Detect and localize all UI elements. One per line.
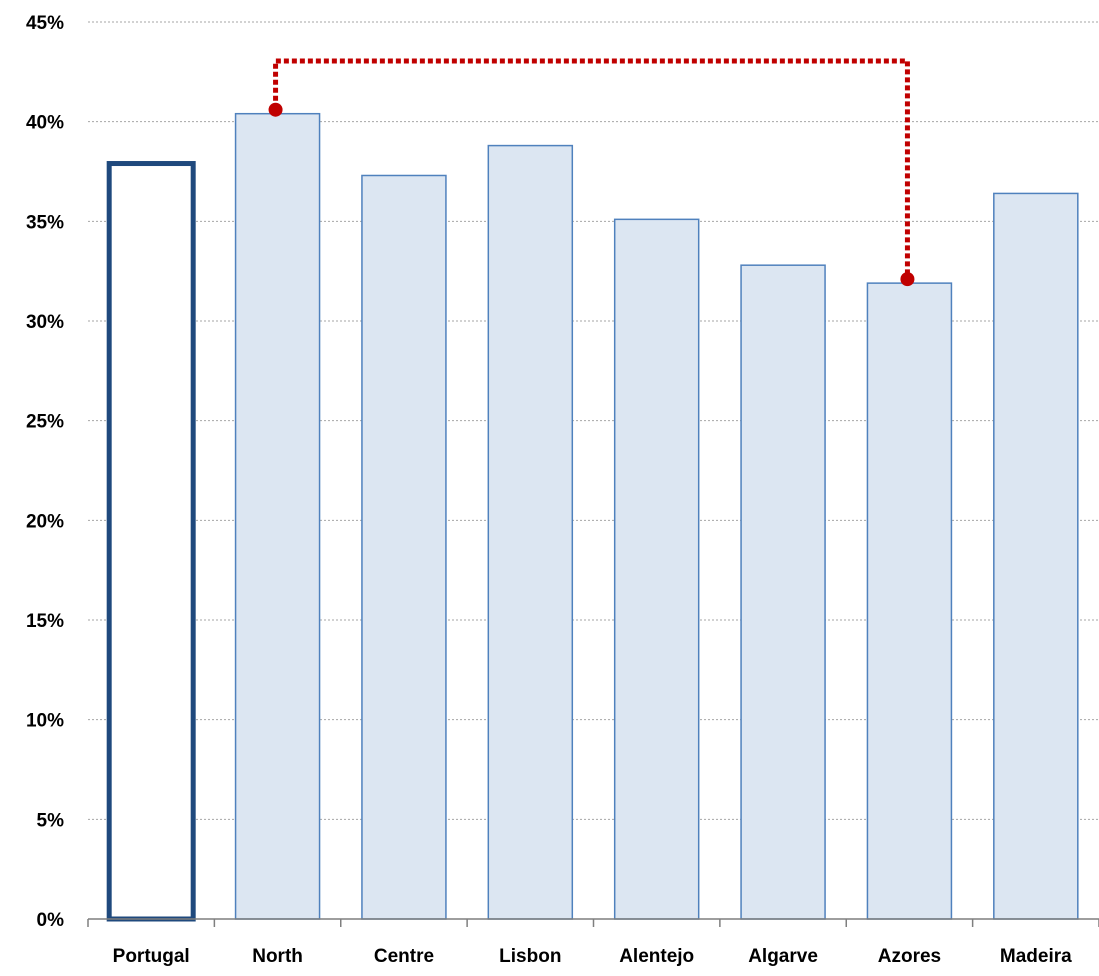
y-tick-label: 10% xyxy=(26,711,64,732)
y-tick-label: 30% xyxy=(26,312,64,333)
range-marker-min xyxy=(900,272,915,287)
y-tick-label: 20% xyxy=(26,511,64,532)
bar-lisbon xyxy=(487,144,574,920)
y-axis-tick-labels: 0% 5% 10% 15% 20% 25% 30% 35% 40% 45% xyxy=(26,13,64,931)
x-category-label: Madeira xyxy=(1000,946,1072,967)
y-tick-label: 25% xyxy=(26,412,64,433)
x-category-label: Lisbon xyxy=(499,946,561,967)
bar-centre xyxy=(361,174,447,920)
bar-madeira xyxy=(993,192,1079,920)
range-bracket-line xyxy=(273,58,910,279)
bar-alentejo xyxy=(613,218,700,920)
y-tick-label: 40% xyxy=(26,113,64,134)
bar-north xyxy=(234,112,321,920)
bars xyxy=(106,112,1079,922)
x-category-label: Algarve xyxy=(748,946,818,967)
y-tick-label: 0% xyxy=(37,910,65,931)
x-axis-category-labels: Portugal North Centre Lisbon Alentejo Algarve… xyxy=(113,946,1072,967)
range-annotation xyxy=(268,58,915,287)
x-category-label: Azores xyxy=(878,946,941,967)
range-marker-max xyxy=(268,102,283,117)
x-category-label: Portugal xyxy=(113,946,190,967)
bar-algarve xyxy=(740,264,826,920)
x-axis xyxy=(87,918,1099,927)
bar-azores xyxy=(866,282,953,920)
y-tick-label: 45% xyxy=(26,13,64,34)
x-category-label: North xyxy=(252,946,303,967)
y-tick-label: 5% xyxy=(37,810,65,831)
x-category-label: Alentejo xyxy=(619,946,694,967)
y-tick-label: 15% xyxy=(26,611,64,632)
y-tick-label: 35% xyxy=(26,212,64,233)
bar-portugal xyxy=(106,161,196,922)
x-category-label: Centre xyxy=(374,946,434,967)
